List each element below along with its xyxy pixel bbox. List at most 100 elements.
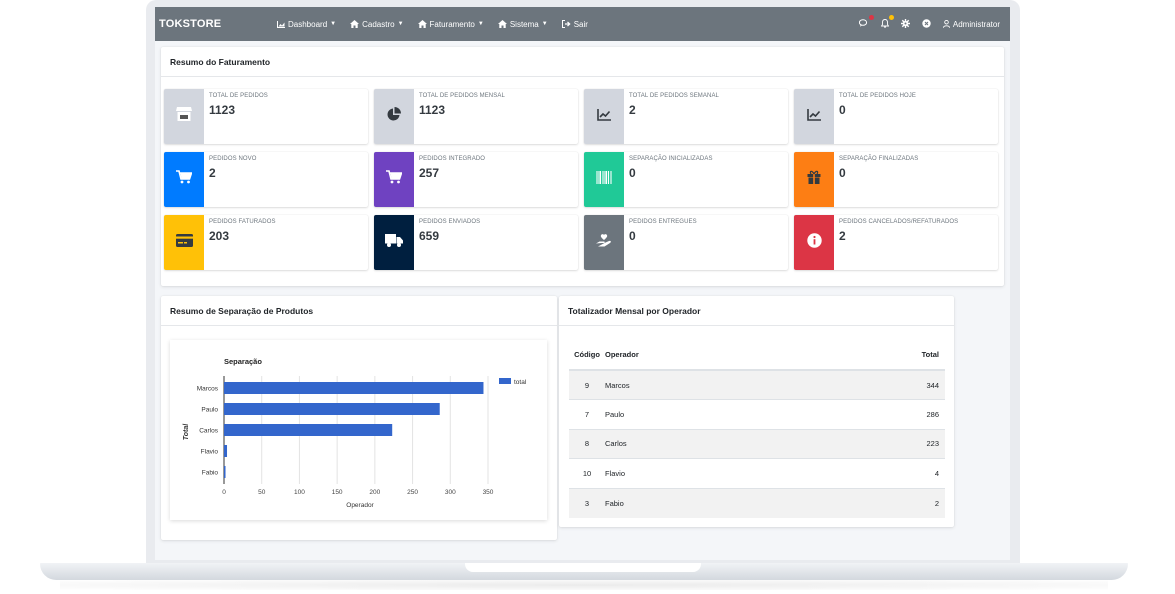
table-row[interactable]: 8 Carlos 223 [569, 428, 945, 459]
brand-logo[interactable]: TOKSTORE [159, 18, 222, 30]
info-box[interactable]: PEDIDOS INTEGRADO 257 [374, 152, 578, 207]
credit-card-icon [175, 233, 193, 252]
info-box-label: PEDIDOS ENVIADOS [419, 219, 481, 225]
store-icon [176, 107, 192, 126]
info-box-icon-bg [164, 215, 204, 270]
table-row[interactable]: 9 Marcos 344 [569, 369, 945, 400]
separation-chart: Separação 0 50 100 150 200 250 300 350 Marcos Paul… [170, 340, 547, 520]
separation-summary-card: Resumo de Separação de Produtos Separaçã… [161, 296, 557, 540]
info-box[interactable]: TOTAL DE PEDIDOS MENSAL 1123 [374, 89, 578, 144]
menu-faturamento[interactable]: Faturamento ▼ [417, 19, 484, 29]
settings-button[interactable] [900, 18, 910, 30]
laptop-notch [465, 563, 701, 572]
cell-codigo: 10 [569, 458, 605, 488]
legend-swatch [499, 378, 511, 384]
operator-totals-table: Código Operador Total 9 Marcos 344 7 Pau… [569, 340, 945, 518]
truck-icon [385, 233, 403, 252]
cell-codigo: 7 [569, 399, 605, 429]
table-row[interactable]: 3 Fabio 2 [569, 487, 945, 518]
menu-sistema[interactable]: Sistema ▼ [497, 20, 548, 29]
info-box-label: PEDIDOS ENTREGUES [629, 219, 697, 225]
info-box-content: SEPARAÇÃO INICIALIZADAS 0 [624, 152, 713, 207]
info-box-icon-bg [584, 215, 624, 270]
gift-icon [807, 170, 821, 189]
user-icon [942, 20, 950, 28]
cell-operador: Flavio [605, 458, 806, 488]
cart-icon [176, 170, 193, 189]
info-box-icon-bg [164, 152, 204, 207]
info-box-value: 2 [629, 103, 636, 117]
x-tick-label: 300 [445, 489, 456, 496]
info-box[interactable]: SEPARAÇÃO INICIALIZADAS 0 [584, 152, 788, 207]
info-box-content: PEDIDOS FATURADOS 203 [204, 215, 276, 270]
line-chart-icon [597, 108, 611, 126]
info-box[interactable]: TOTAL DE PEDIDOS SEMANAL 2 [584, 89, 788, 144]
info-box-icon-bg [374, 215, 414, 270]
cell-total: 344 [805, 369, 945, 400]
x-tick-label: 100 [294, 489, 305, 496]
hand-heart-icon [596, 233, 612, 252]
gear-icon [900, 18, 910, 28]
cell-operador: Fabio [605, 487, 806, 518]
info-box[interactable]: TOTAL DE PEDIDOS HOJE 0 [794, 89, 998, 144]
operator-totals-title: Totalizador Mensal por Operador [559, 296, 954, 326]
navbar-right: Administrator [858, 7, 1000, 41]
close-circle-icon [922, 18, 931, 28]
info-box-content: TOTAL DE PEDIDOS MENSAL 1123 [414, 89, 505, 144]
messages-badge [868, 15, 874, 20]
app-screen: TOKSTORE Dashboard ▼ Cadastro ▼ Faturame… [155, 7, 1010, 560]
table-row[interactable]: 7 Paulo 286 [569, 399, 945, 429]
info-box[interactable]: PEDIDOS FATURADOS 203 [164, 215, 368, 270]
header-total[interactable]: Total [805, 340, 945, 371]
cell-total: 223 [805, 428, 945, 459]
info-box-icon-bg [584, 152, 624, 207]
menu-sair[interactable]: Sair [561, 20, 588, 29]
info-box[interactable]: PEDIDOS CANCELADOS/REFATURADOS 2 [794, 215, 998, 270]
home-icon [417, 20, 427, 28]
billing-summary-title: Resumo do Faturamento [161, 47, 1004, 77]
y-tick-label: Flavio [201, 449, 219, 456]
menu-cadastro[interactable]: Cadastro ▼ [350, 20, 404, 29]
menu-faturamento-label: Faturamento [429, 19, 475, 29]
info-box-label: TOTAL DE PEDIDOS MENSAL [419, 93, 505, 99]
header-codigo[interactable]: Código [569, 340, 605, 371]
info-box-value: 203 [209, 229, 230, 243]
info-box-icon-bg [374, 152, 414, 207]
info-box-icon-bg [794, 89, 834, 144]
x-tick-label: 50 [258, 489, 266, 496]
info-box[interactable]: SEPARAÇÃO FINALIZADAS 0 [794, 152, 998, 207]
caret-down-icon: ▼ [477, 21, 484, 27]
info-box[interactable]: PEDIDOS ENTREGUES 0 [584, 215, 788, 270]
cell-total: 2 [805, 487, 945, 518]
x-tick-label: 250 [407, 489, 418, 496]
cell-codigo: 9 [569, 369, 605, 400]
y-tick-label: Paulo [201, 407, 218, 414]
info-box-content: PEDIDOS NOVO 2 [204, 152, 257, 207]
info-box-icon-bg [794, 152, 834, 207]
legend-label: total [514, 379, 527, 386]
info-box[interactable]: PEDIDOS NOVO 2 [164, 152, 368, 207]
cell-operador: Paulo [605, 399, 806, 429]
info-box-label: TOTAL DE PEDIDOS HOJE [839, 93, 917, 99]
menu-dashboard[interactable]: Dashboard ▼ [277, 20, 336, 29]
header-operador[interactable]: Operador [605, 340, 806, 371]
info-box-value: 1123 [419, 103, 446, 117]
table-row[interactable]: 10 Flavio 4 [569, 458, 945, 488]
info-box-icon-bg [164, 89, 204, 144]
messages-button[interactable] [858, 15, 874, 29]
info-box[interactable]: PEDIDOS ENVIADOS 659 [374, 215, 578, 270]
info-box-content: PEDIDOS ENTREGUES 0 [624, 215, 697, 270]
x-tick-label: 350 [483, 489, 494, 496]
close-session-button[interactable] [922, 18, 931, 30]
info-box-value: 2 [839, 229, 846, 243]
user-menu[interactable]: Administrator [942, 20, 1000, 29]
x-tick-label: 150 [332, 489, 343, 496]
caret-down-icon: ▼ [541, 21, 548, 27]
notifications-button[interactable] [880, 14, 894, 30]
separation-summary-title: Resumo de Separação de Produtos [161, 296, 557, 326]
info-box-content: PEDIDOS CANCELADOS/REFATURADOS 2 [834, 215, 958, 270]
chart-title: Separação [224, 357, 262, 366]
laptop-shadow [60, 580, 1108, 590]
info-box-content: PEDIDOS INTEGRADO 257 [414, 152, 485, 207]
info-box[interactable]: TOTAL DE PEDIDOS 1123 [164, 89, 368, 144]
